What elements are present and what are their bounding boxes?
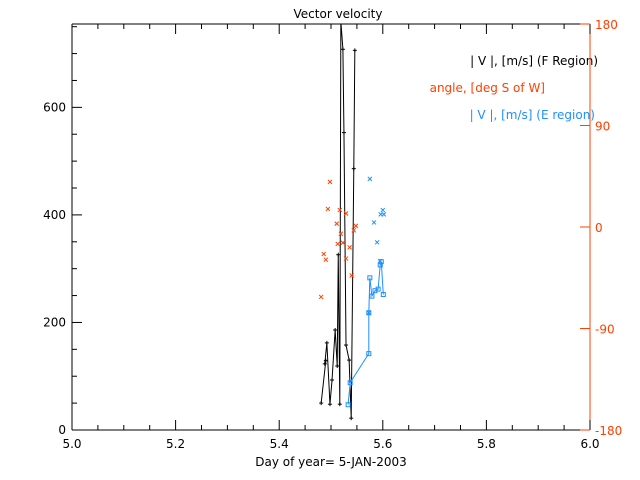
cross-stroke xyxy=(327,179,333,185)
angle-point xyxy=(347,244,353,250)
e-region-point xyxy=(367,275,373,281)
x-tick-label: 5.6 xyxy=(373,437,392,451)
plot-area xyxy=(318,24,387,421)
y-tick-label-left: 600 xyxy=(43,100,66,114)
y-tick-label-right: -180 xyxy=(595,424,622,438)
e-region-point xyxy=(366,351,372,357)
e-region-scatter-point xyxy=(367,176,373,182)
cross-stroke xyxy=(340,240,346,246)
angle-point xyxy=(335,241,341,247)
e-region-scatter-point xyxy=(378,212,384,217)
angle-point xyxy=(351,228,357,233)
cross-stroke xyxy=(323,257,329,263)
cross-stroke xyxy=(321,251,327,257)
angle-point xyxy=(318,294,324,300)
cross-stroke xyxy=(318,294,324,300)
y-tick-label-right: 0 xyxy=(595,221,603,235)
cross-stroke xyxy=(338,231,344,237)
x-tick-label: 5.2 xyxy=(166,437,185,451)
angle-point xyxy=(340,240,346,246)
series-group xyxy=(318,24,387,421)
e-region-point xyxy=(345,402,351,408)
series-line-2 xyxy=(347,261,384,405)
legend-angle: angle, [deg S of W] xyxy=(430,81,545,95)
cross-stroke xyxy=(351,228,357,233)
e-region-scatter-point xyxy=(371,220,377,225)
cross-stroke xyxy=(343,256,349,261)
cross-stroke xyxy=(334,221,340,226)
chart-title: Vector velocity xyxy=(294,7,383,21)
cross-stroke xyxy=(378,212,384,217)
angle-point xyxy=(323,257,329,263)
y-tick-label-right: -90 xyxy=(595,323,615,337)
angle-point xyxy=(343,256,349,261)
x-tick-label: 5.0 xyxy=(62,437,81,451)
y-tick-label-right: 180 xyxy=(595,18,618,32)
cross-stroke xyxy=(325,206,331,212)
angle-point xyxy=(321,251,327,257)
cross-stroke xyxy=(380,207,386,213)
x-tick-label: 5.4 xyxy=(270,437,289,451)
e-region-scatter-point xyxy=(380,207,386,213)
cross-stroke xyxy=(366,310,372,316)
e-region-scatter-point xyxy=(366,310,372,316)
e-region-point xyxy=(369,293,375,299)
legend-f-region: | V |, [m/s] (F Region) xyxy=(470,54,598,68)
cross-stroke xyxy=(353,223,359,229)
cross-stroke xyxy=(371,220,377,225)
y-tick-label-left: 0 xyxy=(58,423,66,437)
y-tick-label-left: 400 xyxy=(43,208,66,222)
e-region-point xyxy=(380,291,386,297)
y-tick-label-left: 200 xyxy=(43,315,66,329)
e-region-point xyxy=(375,286,381,292)
cross-stroke xyxy=(337,207,343,213)
e-region-point xyxy=(377,262,383,268)
cross-stroke xyxy=(349,273,355,278)
angle-point xyxy=(349,273,355,278)
x-tick-label: 5.8 xyxy=(477,437,496,451)
x-axis-label: Day of year= 5-JAN-2003 xyxy=(255,455,407,469)
angle-point xyxy=(327,179,333,185)
x-tick-label: 6.0 xyxy=(580,437,599,451)
y-tick-label-right: 90 xyxy=(595,120,610,134)
angle-point xyxy=(338,231,344,237)
cross-stroke xyxy=(377,258,383,264)
cross-stroke xyxy=(335,241,341,247)
angle-point xyxy=(353,223,359,229)
legend: | V |, [m/s] (F Region) angle, [deg S of… xyxy=(430,54,598,122)
e-region-scatter-point xyxy=(377,258,383,264)
angle-point xyxy=(334,221,340,226)
cross-stroke xyxy=(343,211,349,216)
e-region-point xyxy=(366,310,372,316)
cross-stroke xyxy=(367,176,373,182)
angle-point xyxy=(325,206,331,212)
axes: 5.0 5.2 5.4 5.6 5.8 6.0 0 200 400 600 -180 -90 0 90 18… xyxy=(43,18,622,451)
series-line-0 xyxy=(320,24,356,419)
e-region-scatter-point xyxy=(374,239,380,245)
legend-e-region: | V |, [m/s] (E region) xyxy=(470,108,595,122)
e-region-point xyxy=(347,380,353,386)
angle-point xyxy=(337,207,343,213)
cross-stroke xyxy=(374,239,380,245)
cross-stroke xyxy=(347,244,353,250)
angle-point xyxy=(343,211,349,216)
